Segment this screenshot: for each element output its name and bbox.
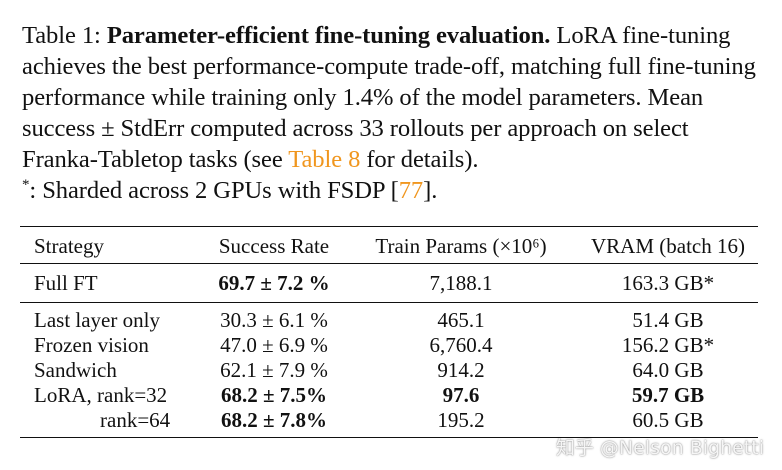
caption-text-end: for details). xyxy=(366,146,479,173)
cell-vram: 163.3 GB* xyxy=(621,271,715,295)
header-success-rate: Success Rate xyxy=(218,234,330,258)
table-caption: Table 1: Parameter-efficient fine-tuning… xyxy=(22,20,762,206)
cell-vram: 59.7 GB xyxy=(631,383,705,407)
cell-train-params: 195.2 xyxy=(437,408,485,432)
cell-success-rate: 68.2 ± 7.8% xyxy=(220,408,328,432)
header-strategy: Strategy xyxy=(34,234,104,258)
cell-train-params: 97.6 xyxy=(442,383,480,407)
table-body: Last layer only 30.3 ± 6.1 % 465.1 51.4 … xyxy=(20,303,758,437)
cell-strategy: Frozen vision xyxy=(34,333,149,357)
cell-train-params: 465.1 xyxy=(437,308,485,332)
cell-vram: 51.4 GB xyxy=(632,308,704,332)
cell-train-params: 6,760.4 xyxy=(429,333,493,357)
caption-label: Table 1: xyxy=(22,22,101,49)
cell-strategy: Sandwich xyxy=(34,358,117,382)
footnote-text: : Sharded across 2 GPUs with FSDP [ xyxy=(29,177,399,204)
cell-success-rate: 30.3 ± 6.1 % xyxy=(220,308,328,332)
header-vram: VRAM (batch 16) xyxy=(591,234,745,258)
cell-strategy: rank=64 xyxy=(100,408,171,432)
table-header-row: Strategy Success Rate Train Params (×10⁶… xyxy=(20,227,758,264)
citation-link[interactable]: 77 xyxy=(398,177,424,204)
cell-train-params: 7,188.1 xyxy=(429,271,493,295)
table-row: rank=64 68.2 ± 7.8% 195.2 60.5 GB xyxy=(20,408,758,433)
watermark: 知乎 @Nelson Bighetti xyxy=(555,437,764,459)
cell-success-rate: 62.1 ± 7.9 % xyxy=(220,358,328,382)
table-8-link[interactable]: Table 8 xyxy=(288,146,361,173)
caption-text: LoRA fine-tuning achieves the best perfo… xyxy=(22,22,756,173)
table-row: LoRA, rank=32 68.2 ± 7.5% 97.6 59.7 GB xyxy=(20,383,758,408)
header-train-params: Train Params (×10⁶) xyxy=(375,234,547,258)
cell-vram: 156.2 GB* xyxy=(621,333,715,357)
table-row: Sandwich 62.1 ± 7.9 % 914.2 64.0 GB xyxy=(20,358,758,383)
caption-title: Parameter-efficient fine-tuning evaluati… xyxy=(106,22,551,49)
cell-train-params: 914.2 xyxy=(437,358,485,382)
cell-strategy: Full FT xyxy=(34,271,98,295)
cell-strategy: LoRA, rank=32 xyxy=(34,383,168,407)
table-row: Frozen vision 47.0 ± 6.9 % 6,760.4 156.2… xyxy=(20,333,758,358)
cell-success-rate: 68.2 ± 7.5% xyxy=(220,383,328,407)
table-row: Last layer only 30.3 ± 6.1 % 465.1 51.4 … xyxy=(20,308,758,333)
results-table: Strategy Success Rate Train Params (×10⁶… xyxy=(20,226,758,438)
cell-success-rate: 69.7 ± 7.2 % xyxy=(218,271,330,295)
footnote-mark: * xyxy=(22,177,30,193)
cell-strategy: Last layer only xyxy=(34,308,160,332)
cell-vram: 64.0 GB xyxy=(632,358,704,382)
cell-vram: 60.5 GB xyxy=(632,408,704,432)
cell-success-rate: 47.0 ± 6.9 % xyxy=(220,333,328,357)
table-row-full-ft: Full FT 69.7 ± 7.2 % 7,188.1 163.3 GB* xyxy=(20,264,758,303)
footnote-end: ]. xyxy=(423,177,438,204)
